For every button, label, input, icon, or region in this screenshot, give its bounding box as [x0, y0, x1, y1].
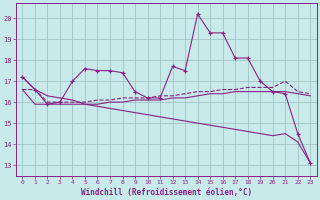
- X-axis label: Windchill (Refroidissement éolien,°C): Windchill (Refroidissement éolien,°C): [81, 188, 252, 197]
